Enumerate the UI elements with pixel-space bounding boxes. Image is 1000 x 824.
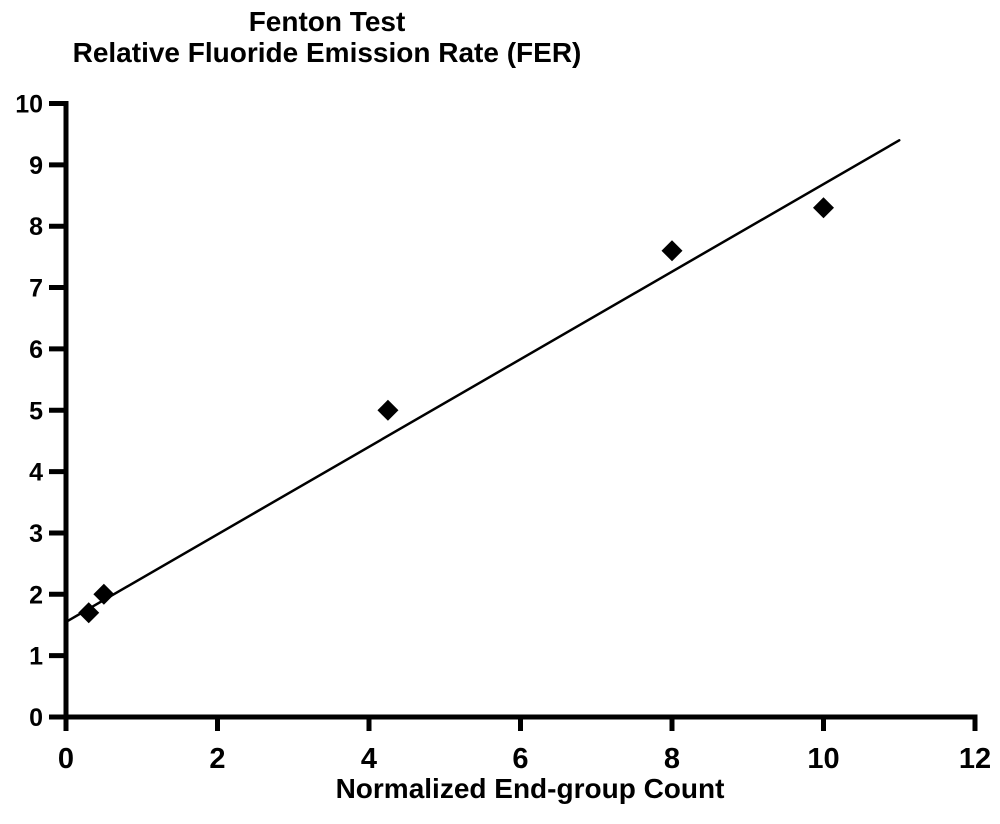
x-tick-label: 6 bbox=[512, 743, 528, 775]
data-point bbox=[377, 399, 399, 421]
y-tick-label: 3 bbox=[29, 520, 43, 548]
chart-title-line2: Relative Fluoride Emission Rate (FER) bbox=[72, 37, 582, 68]
y-tick-label: 7 bbox=[29, 275, 43, 303]
x-tick-label: 8 bbox=[664, 743, 680, 775]
chart-title-line1: Fenton Test bbox=[248, 6, 406, 37]
data-point bbox=[78, 602, 100, 624]
y-tick-label: 8 bbox=[29, 213, 43, 241]
x-tick-label: 12 bbox=[959, 743, 991, 775]
x-tick-label: 4 bbox=[361, 743, 377, 775]
y-tick-label: 2 bbox=[29, 581, 43, 609]
data-point bbox=[813, 197, 834, 219]
x-tick-label: 0 bbox=[58, 743, 74, 775]
y-tick-label: 1 bbox=[29, 643, 43, 671]
y-tick-label: 0 bbox=[29, 704, 43, 732]
y-tick-label: 10 bbox=[15, 91, 43, 119]
x-tick-label: 2 bbox=[209, 743, 225, 775]
y-tick-label: 4 bbox=[29, 459, 43, 487]
trend-line bbox=[64, 139, 901, 624]
x-axis-label: Normalized End-group Count bbox=[335, 773, 725, 804]
y-tick-label: 6 bbox=[29, 336, 43, 364]
y-tick-label: 5 bbox=[29, 397, 43, 425]
chart-title: Fenton Test Relative Fluoride Emission R… bbox=[0, 6, 654, 68]
y-tick-label: 9 bbox=[29, 152, 43, 180]
data-point bbox=[661, 240, 683, 262]
data-point bbox=[93, 583, 115, 605]
x-tick-label: 10 bbox=[807, 743, 839, 775]
